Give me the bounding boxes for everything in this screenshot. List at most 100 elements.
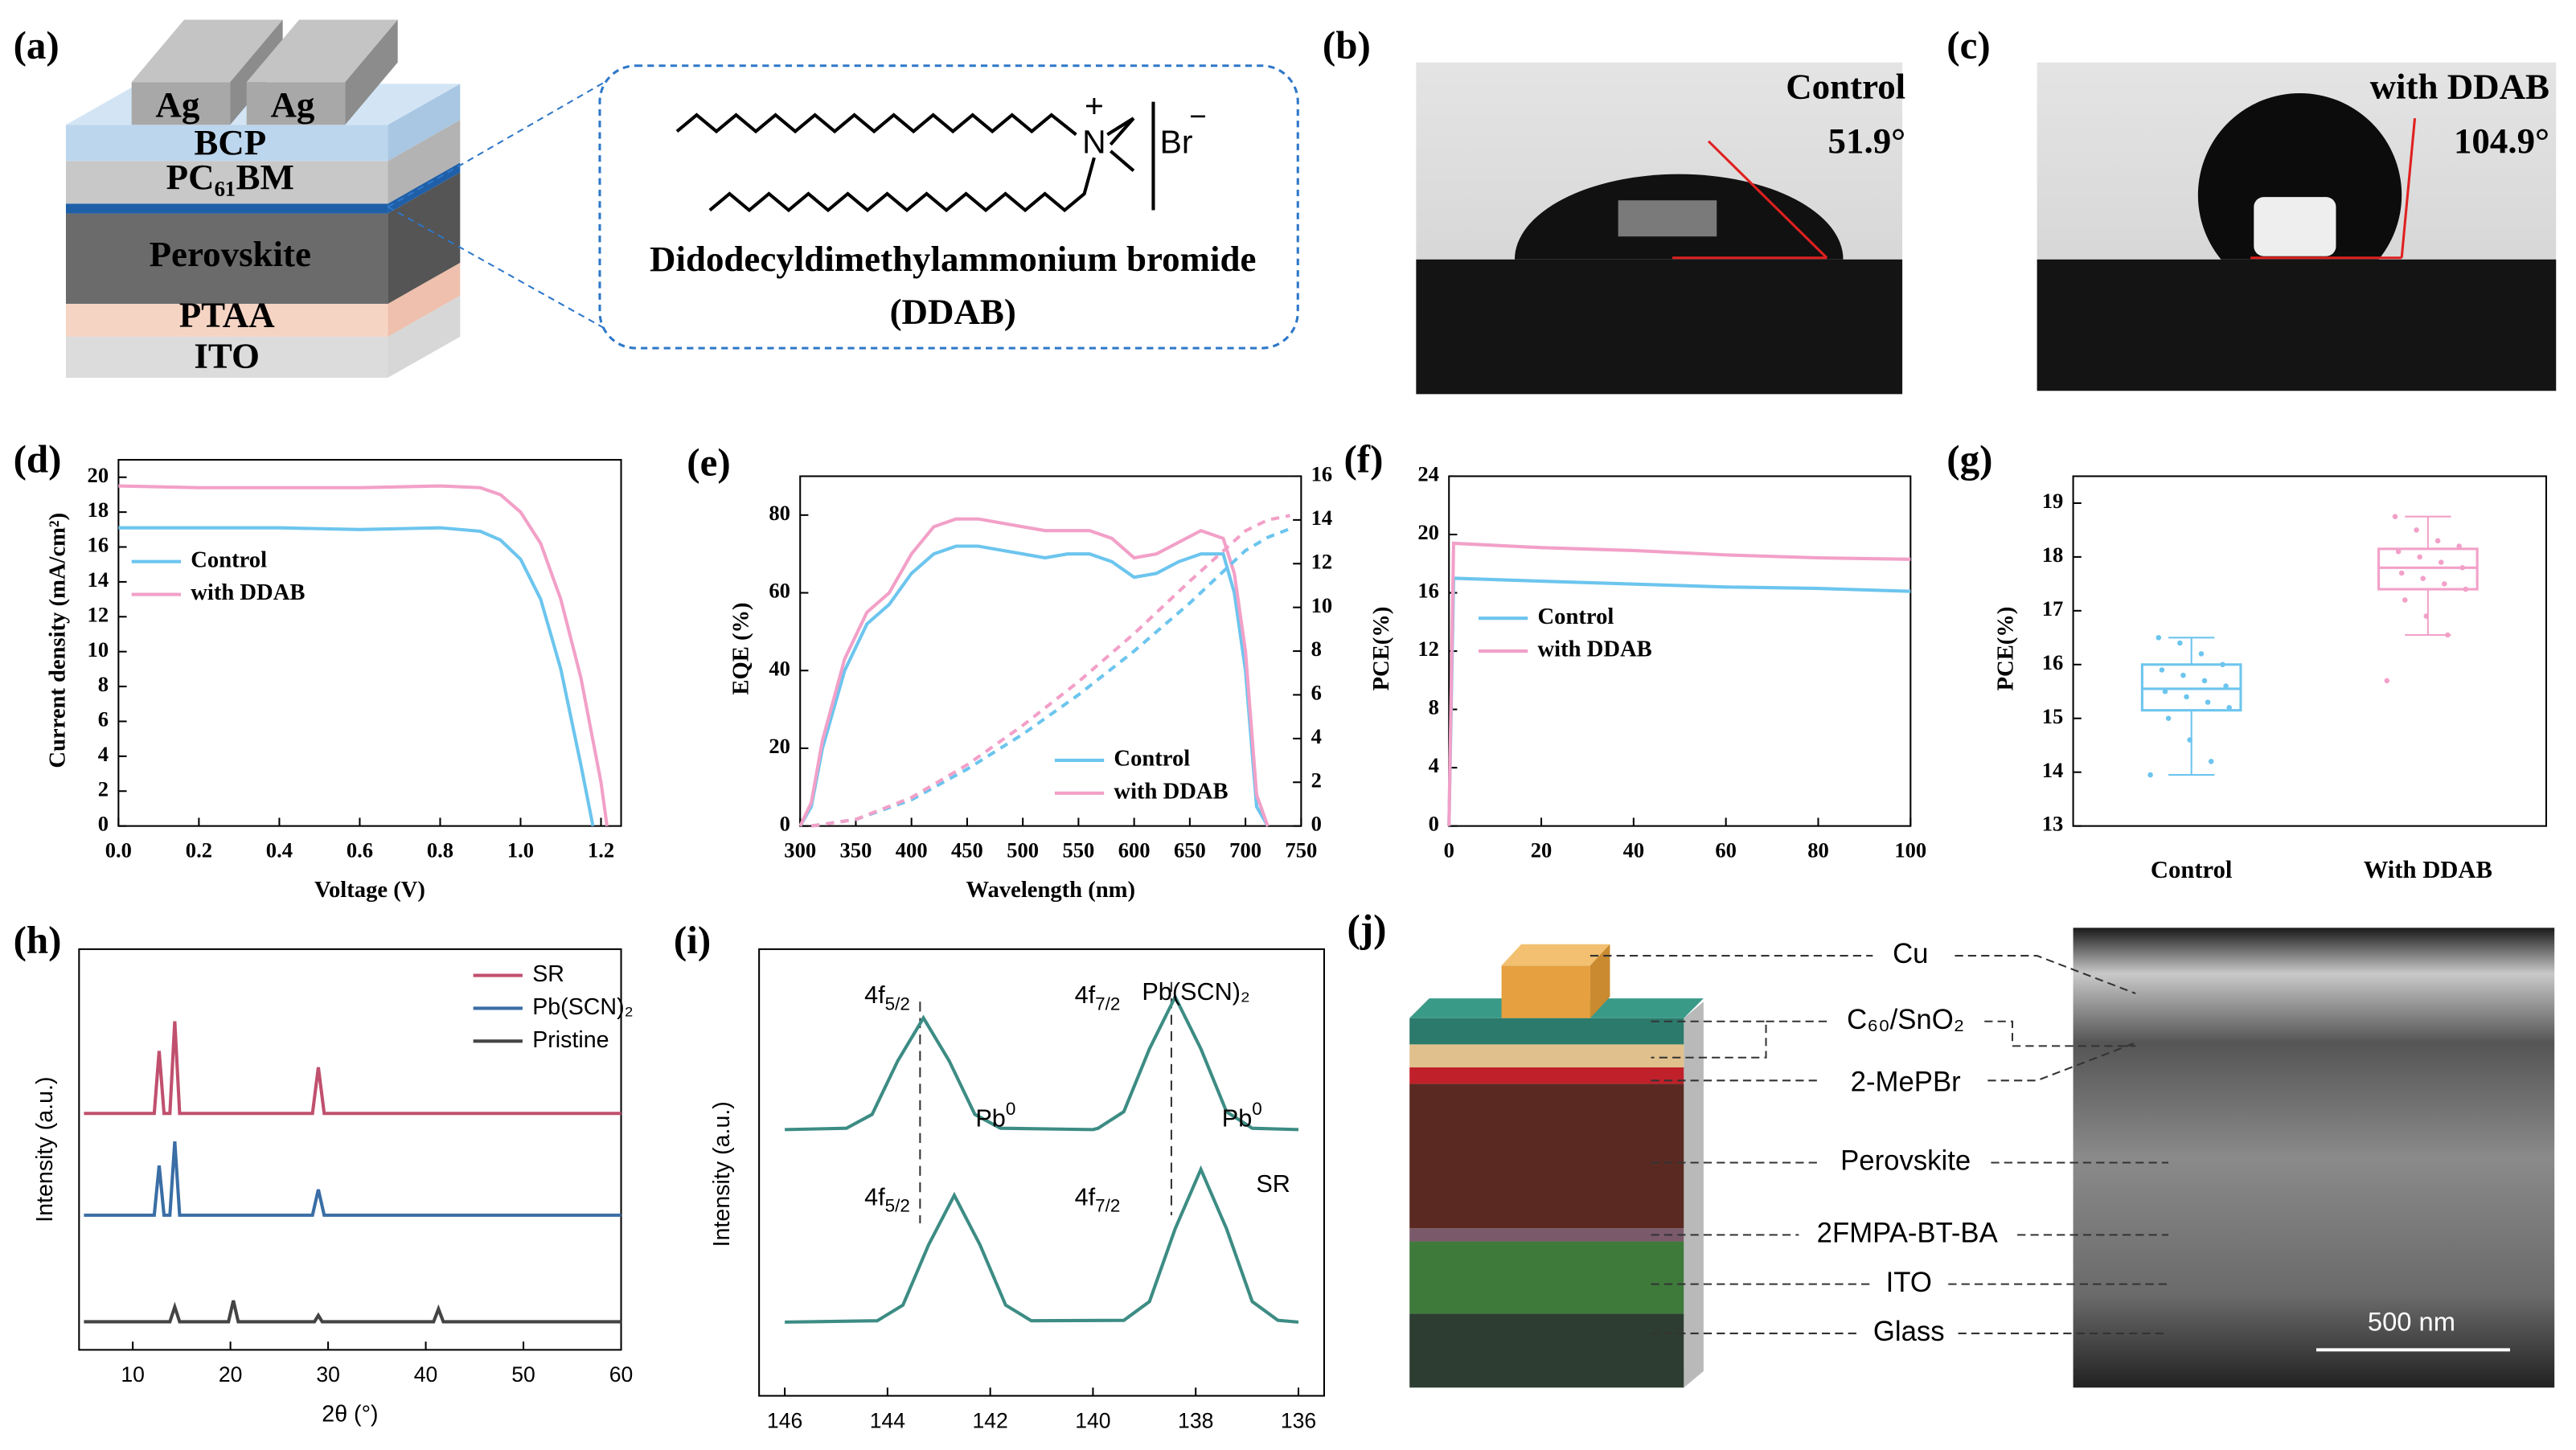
substrate: [2037, 259, 2557, 391]
layer-label: C₆₀/SnO₂: [1847, 1005, 1964, 1035]
x-tick-label: 700: [1229, 838, 1261, 862]
data-point: [2223, 683, 2229, 689]
annotation: SR: [1256, 1170, 1290, 1198]
layer-label: Glass: [1873, 1317, 1945, 1347]
droplet: [2197, 92, 2402, 260]
reflection: [2254, 197, 2336, 256]
device-stack: [65, 19, 461, 378]
x-tick-label: 500: [1007, 838, 1039, 862]
layer: [65, 303, 388, 337]
molecule-abbr: (DDAB): [890, 292, 1016, 332]
x-tick-label: 450: [951, 838, 983, 862]
series-line: [118, 526, 595, 827]
series-line: [810, 526, 1291, 828]
data-point: [2184, 694, 2189, 700]
series-line: [1447, 541, 1911, 826]
layer: [1409, 1083, 1684, 1229]
cross-section-schematic: [1409, 944, 1704, 1388]
series-line: [798, 544, 1270, 827]
ion-charge: −: [1189, 100, 1206, 133]
x-tick-label: 750: [1285, 838, 1317, 862]
annotation-text: 4f: [864, 981, 885, 1009]
y-tick-label: 10: [1311, 593, 1333, 617]
x-tick-label: 30: [316, 1362, 340, 1387]
panel-label: (b): [1323, 23, 1371, 68]
x-axis-label: Binding energy (eV): [940, 1448, 1143, 1450]
data-point: [2201, 678, 2208, 684]
layer: [388, 172, 461, 304]
y-tick-label: 0: [780, 812, 790, 836]
data-point: [2463, 586, 2469, 592]
leader: [1589, 955, 2136, 994]
x-tick-label: 350: [840, 838, 872, 862]
x-tick-label: 136: [1281, 1408, 1316, 1432]
y-tick-label: 12: [1417, 637, 1439, 661]
panel-label: (h): [14, 918, 62, 962]
layer: [65, 125, 388, 162]
x-axis-label: Wavelength (nm): [966, 878, 1135, 903]
y-tick-label: 18: [2042, 543, 2064, 567]
x-tick-label: 60: [609, 1362, 634, 1387]
methyl: [1110, 150, 1135, 173]
layer-label: 2FMPA-BT-BA: [1817, 1219, 1999, 1249]
annotation: Pb(SCN)₂: [1142, 978, 1249, 1006]
annotation-sub: 5/2: [885, 993, 910, 1014]
y-tick-label: 20: [769, 734, 790, 758]
data-point: [2147, 772, 2153, 778]
data-point: [2205, 699, 2211, 705]
layer: [65, 336, 388, 378]
x-tick-label: 0.6: [347, 838, 373, 862]
callout-line: [387, 206, 605, 330]
legend-label: Pristine: [532, 1027, 609, 1053]
x-tick-label: 146: [767, 1408, 802, 1432]
layer: [65, 203, 388, 214]
layer-label: Ag: [155, 84, 199, 125]
angle-line: [1707, 140, 1828, 259]
x-tick-label: 0.2: [186, 838, 212, 862]
data-point: [2162, 689, 2168, 694]
data-point: [2438, 559, 2444, 565]
sample-label: Control: [1786, 67, 1905, 107]
annotation: 4f5/2: [864, 1184, 910, 1216]
data-point: [2402, 597, 2408, 603]
y-tick-label: 0: [98, 812, 109, 836]
plot-frame: [78, 948, 622, 1351]
layer: [388, 84, 461, 162]
layer-label: Perovskite: [150, 234, 311, 274]
y-tick-label: 4: [1311, 724, 1322, 748]
annotation: 4f5/2: [864, 981, 910, 1014]
legend-label: with DDAB: [1538, 637, 1652, 662]
y-axis-label: Intensity (a.u.): [709, 1101, 735, 1247]
ag-block: [246, 19, 398, 83]
panel-label: (f): [1343, 436, 1383, 481]
y-tick-label: 17: [2042, 596, 2064, 621]
layer: [388, 262, 461, 337]
annotation-sub: 7/2: [1095, 993, 1120, 1014]
y-tick-label: 10: [88, 637, 109, 662]
y-tick-label: 60: [769, 579, 790, 603]
ag-block: [345, 19, 398, 125]
panel-label: (j): [1347, 907, 1387, 951]
ag-block: [131, 82, 231, 125]
series-line: [84, 1021, 621, 1116]
layer: [1409, 1241, 1684, 1314]
annotation-sup: 0: [1252, 1099, 1262, 1119]
series-line: [785, 993, 1299, 1132]
series-line: [1447, 576, 1911, 826]
angle-label: 51.9°: [1828, 121, 1906, 161]
data-point: [2395, 548, 2402, 555]
x-tick-label: 0.8: [427, 838, 453, 862]
layer: [1409, 1044, 1684, 1067]
series-line: [798, 517, 1270, 827]
ag-block: [246, 82, 346, 125]
panel-label: (g): [1946, 436, 1992, 481]
layer-label: 2-MePBr: [1851, 1067, 1961, 1098]
sample-label: with DDAB: [2370, 67, 2549, 107]
x-tick-label: Control: [2151, 856, 2233, 883]
y-tick-label: 0: [1429, 812, 1439, 836]
panel-label: (e): [687, 440, 730, 484]
atom: N: [1082, 124, 1106, 161]
data-point: [2414, 527, 2419, 533]
series-line: [785, 1165, 1299, 1324]
